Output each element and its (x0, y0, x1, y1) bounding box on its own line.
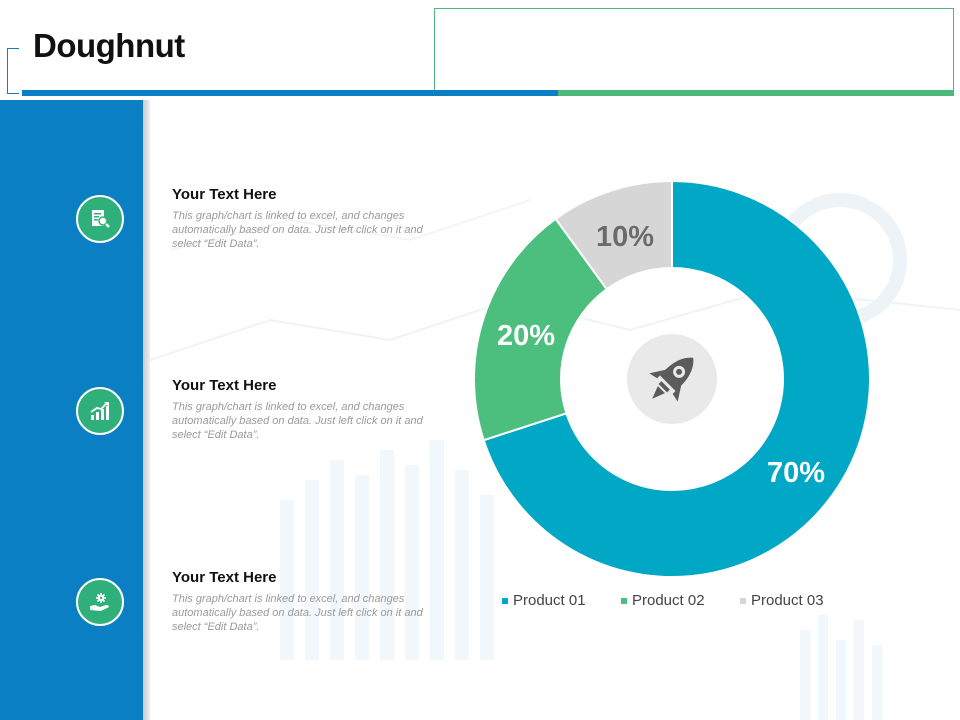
hand-gear-icon (76, 578, 124, 626)
document-search-glyph (92, 210, 110, 228)
legend-item-product-03: Product 03 (740, 592, 824, 609)
text-block-3: Your Text Here This graph/chart is linke… (172, 569, 432, 634)
growth-chart-glyph (90, 402, 109, 420)
legend-label: Product 03 (751, 592, 824, 609)
title-frame (434, 8, 954, 92)
legend-swatch (740, 597, 746, 604)
page-title: Doughnut (33, 27, 185, 64)
growth-chart-icon (76, 387, 124, 435)
legend-swatch (502, 597, 508, 604)
text-heading: Your Text Here (172, 186, 277, 203)
legend-item-product-02: Product 02 (621, 592, 705, 609)
text-block-1: Your Text Here This graph/chart is linke… (172, 186, 432, 251)
text-body: This graph/chart is linked to excel, and… (172, 210, 423, 250)
sidebar-shadow (143, 100, 150, 720)
doughnut-slice-2 (473, 217, 609, 442)
doughnut-slice-1 (482, 179, 871, 578)
slice-label-3: 10% (596, 221, 654, 253)
title-underline-green (558, 90, 954, 96)
text-heading: Your Text Here (172, 569, 277, 586)
title-bracket (7, 48, 19, 94)
doughnut-slice-3 (554, 179, 673, 291)
chart-legend: Product 01 Product 02 Product 03 (500, 592, 840, 612)
text-body: This graph/chart is linked to excel, and… (172, 401, 423, 441)
legend-swatch (621, 597, 627, 604)
text-heading: Your Text Here (172, 377, 277, 394)
document-search-icon (76, 195, 124, 243)
legend-label: Product 01 (513, 592, 586, 609)
legend-label: Product 02 (632, 592, 705, 609)
slice-label-2: 20% (497, 320, 555, 352)
doughnut-chart: 70% 20% 10% (473, 179, 871, 578)
legend-item-product-01: Product 01 (502, 592, 586, 609)
text-body: This graph/chart is linked to excel, and… (172, 593, 423, 633)
hand-gear-glyph (90, 593, 109, 611)
title-underline-blue (22, 90, 558, 96)
text-block-2: Your Text Here This graph/chart is linke… (172, 377, 432, 442)
slice-label-1: 70% (767, 457, 825, 489)
rocket-icon (649, 357, 694, 402)
